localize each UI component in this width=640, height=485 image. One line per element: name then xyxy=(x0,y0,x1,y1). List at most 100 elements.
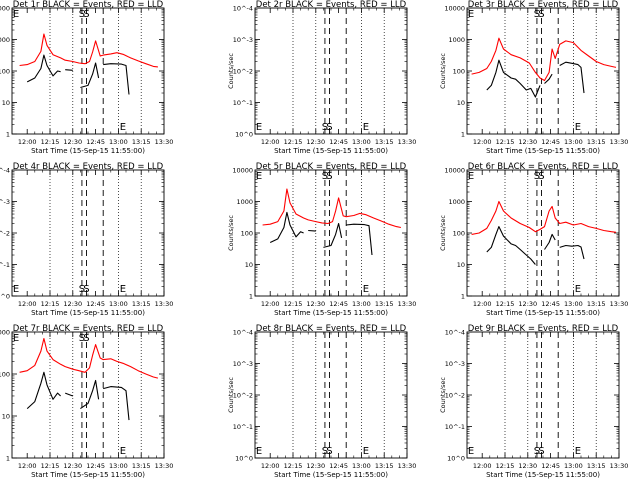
x-tick-label: 12:00 xyxy=(18,300,37,308)
marker-label: E xyxy=(256,171,262,182)
series-black-line xyxy=(80,62,100,89)
y-tick-label: 100 xyxy=(241,230,253,238)
y-tick-label: 1000 xyxy=(236,198,253,206)
y-tick-label: 10^-2 xyxy=(445,392,465,400)
x-tick-label: 12:30 xyxy=(518,300,537,308)
x-tick-label: 13:30 xyxy=(398,300,417,308)
y-axis-label: Counts/sec xyxy=(439,377,447,413)
marker-label: E xyxy=(256,446,262,457)
x-axis-label: Start Time (15-Sep-15 11:55:00) xyxy=(486,471,600,479)
marker-label: S xyxy=(538,9,544,20)
series-black-line xyxy=(323,222,343,248)
x-tick-label: 12:00 xyxy=(473,462,492,470)
series-black-line xyxy=(65,69,73,71)
marker-label: E xyxy=(120,122,126,133)
y-axis-label: Counts/sec xyxy=(227,377,235,413)
y-tick-label: 1 xyxy=(249,293,253,301)
x-tick-label: 12:45 xyxy=(541,138,560,146)
series-black-line xyxy=(486,226,536,265)
x-tick-label: 12:15 xyxy=(284,300,303,308)
y-axis-label: Counts/sec xyxy=(439,53,447,89)
y-tick-label: 10^0 xyxy=(235,455,253,463)
y-tick-label: 10^-3 xyxy=(233,36,253,44)
marker-label: E xyxy=(575,446,581,457)
marker-label: S xyxy=(83,333,89,344)
y-tick-label: 10^-3 xyxy=(445,360,465,368)
y-tick-label: 100 xyxy=(0,68,10,76)
panel-title: Det 4r BLACK = Events, RED = LLD xyxy=(13,162,164,172)
x-tick-label: 13:30 xyxy=(398,462,417,470)
x-tick-label: 12:15 xyxy=(41,138,60,146)
marker-label: E xyxy=(363,446,369,457)
x-tick-label: 12:30 xyxy=(518,138,537,146)
x-tick-label: 12:00 xyxy=(261,300,280,308)
y-axis-label: Counts/sec xyxy=(439,215,447,251)
y-tick-label: 1000 xyxy=(448,36,465,44)
y-tick-label: 1 xyxy=(6,455,10,463)
panel-det-5: Det 5r BLACK = Events, RED = LLD Counts/s… xyxy=(227,162,416,317)
series-red-line xyxy=(19,337,159,379)
panel-det-6: Det 6r BLACK = Events, RED = LLD Counts/s… xyxy=(439,162,628,317)
panel-title: Det 8r BLACK = Events, RED = LLD xyxy=(256,324,407,334)
marker-label: S xyxy=(322,122,328,133)
marker-label: S xyxy=(326,122,332,133)
plot-frame xyxy=(466,331,620,459)
y-tick-label: 10 xyxy=(457,261,465,269)
x-axis-label: Start Time (15-Sep-15 11:55:00) xyxy=(274,471,388,479)
x-tick-label: 12:45 xyxy=(541,300,560,308)
plot-frame xyxy=(466,169,620,297)
plot-frame xyxy=(254,169,408,297)
x-tick-label: 12:30 xyxy=(306,462,325,470)
y-tick-label: 10^0 xyxy=(235,131,253,139)
x-tick-label: 12:30 xyxy=(63,138,82,146)
plot-frame xyxy=(11,331,165,459)
y-tick-label: 1000 xyxy=(0,329,10,337)
x-tick-label: 12:15 xyxy=(41,462,60,470)
x-tick-label: 13:30 xyxy=(155,138,174,146)
y-tick-label: 1000 xyxy=(0,36,10,44)
x-tick-label: 12:45 xyxy=(86,462,105,470)
series-black-line xyxy=(559,61,585,94)
plot-frame xyxy=(11,7,165,135)
x-tick-label: 12:30 xyxy=(63,300,82,308)
panel-title: Det 9r BLACK = Events, RED = LLD xyxy=(468,324,619,334)
y-tick-label: 10000 xyxy=(232,167,253,175)
marker-label: S xyxy=(534,9,540,20)
x-tick-label: 12:45 xyxy=(329,462,348,470)
x-axis-label: Start Time (15-Sep-15 11:55:00) xyxy=(274,147,388,155)
x-tick-label: 13:00 xyxy=(564,462,583,470)
x-tick-label: 13:30 xyxy=(610,462,629,470)
series-red-line xyxy=(471,200,617,235)
series-red-line xyxy=(471,37,617,82)
marker-label: E xyxy=(363,122,369,133)
x-tick-label: 12:45 xyxy=(86,138,105,146)
panel-det-2: Det 2r BLACK = Events, RED = LLD Counts/s… xyxy=(227,0,416,155)
series-black-line xyxy=(65,392,73,397)
y-tick-label: 10^-3 xyxy=(233,360,253,368)
x-tick-label: 12:15 xyxy=(496,138,515,146)
series-black-line xyxy=(544,73,553,84)
x-axis-label: Start Time (15-Sep-15 11:55:00) xyxy=(486,309,600,317)
x-tick-label: 13:15 xyxy=(587,462,606,470)
x-tick-label: 13:00 xyxy=(109,138,128,146)
plot-frame xyxy=(254,331,408,459)
plot-frame xyxy=(254,7,408,135)
panel-det-7: Det 7r BLACK = Events, RED = LLDCounts/s… xyxy=(0,324,173,479)
panel-title: Det 6r BLACK = Events, RED = LLD xyxy=(468,162,619,172)
x-tick-label: 13:30 xyxy=(610,300,629,308)
series-black-line xyxy=(486,59,541,98)
y-tick-label: 10^-1 xyxy=(233,423,253,431)
y-tick-label: 10000 xyxy=(444,5,465,13)
x-axis-label: Start Time (15-Sep-15 11:55:00) xyxy=(31,471,145,479)
panel-det-8: Det 8r BLACK = Events, RED = LLD Counts/s… xyxy=(227,324,416,479)
marker-label: S xyxy=(79,284,85,295)
marker-label: E xyxy=(468,171,474,182)
x-tick-label: 12:00 xyxy=(473,300,492,308)
marker-label: E xyxy=(575,284,581,295)
marker-label: E xyxy=(13,284,19,295)
panel-det-4: Det 4r BLACK = Events, RED = LLDCounts/s… xyxy=(0,162,173,317)
marker-label: S xyxy=(326,171,332,182)
y-tick-label: 10^-1 xyxy=(0,261,10,269)
